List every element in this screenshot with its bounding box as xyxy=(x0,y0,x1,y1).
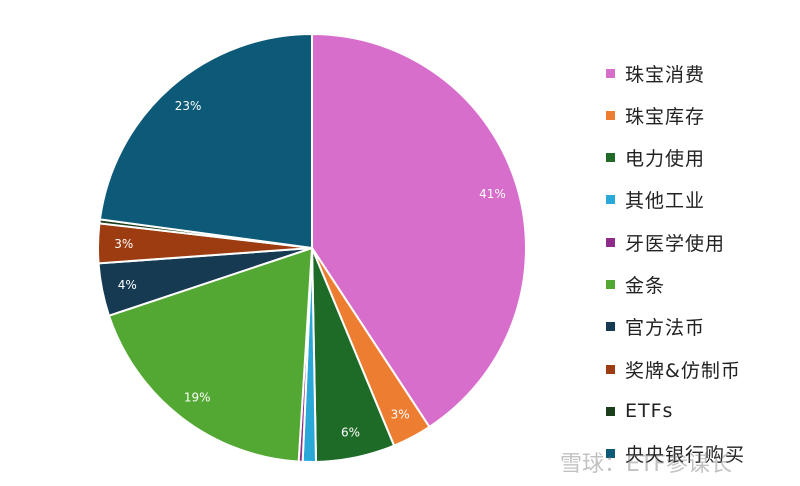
legend-item: 其他工业 xyxy=(606,185,705,215)
legend-item: 珠宝消费 xyxy=(606,58,705,88)
pie-label-6: 4% xyxy=(118,278,137,292)
pie-slice-5 xyxy=(107,246,314,463)
legend-item: 电力使用 xyxy=(606,143,705,173)
legend-swatch xyxy=(606,364,615,374)
legend-label: 奖牌&仿制币 xyxy=(625,359,741,382)
legend-label: 央央银行购买 xyxy=(625,444,746,467)
pie-label-1: 3% xyxy=(391,407,410,421)
pie-label-7: 3% xyxy=(114,237,133,251)
pie-label-2: 6% xyxy=(341,425,360,439)
legend-swatch xyxy=(606,449,615,459)
pie-label-0: 41% xyxy=(479,187,506,201)
pie-label-5: 19% xyxy=(184,390,211,404)
legend-item: 央央银行购买 xyxy=(606,439,745,469)
legend-label: 其他工业 xyxy=(625,190,706,213)
legend-label: 牙医学使用 xyxy=(625,232,726,255)
legend-swatch xyxy=(606,280,615,289)
legend-swatch xyxy=(606,153,615,163)
legend-item: 珠宝库存 xyxy=(606,100,705,130)
legend-label: 官方法币 xyxy=(625,317,706,340)
legend-swatch xyxy=(606,195,615,205)
legend-swatch xyxy=(606,406,615,416)
legend-swatch xyxy=(606,68,615,78)
legend-item: 奖牌&仿制币 xyxy=(606,354,741,384)
pie-slice-9 xyxy=(98,32,313,250)
watermark: 雪球：ETF参谋长 xyxy=(560,452,732,477)
legend-item: 牙医学使用 xyxy=(606,227,725,257)
legend-label: 珠宝库存 xyxy=(625,105,706,128)
legend-swatch xyxy=(606,237,615,247)
legend-item: 官方法币 xyxy=(606,312,705,342)
legend-item: 金条 xyxy=(606,270,665,300)
legend-swatch xyxy=(606,322,615,332)
legend-label: ETFs xyxy=(625,400,674,423)
pie-label-9: 23% xyxy=(175,99,202,113)
legend-item: ETFs xyxy=(606,396,673,426)
legend-label: 金条 xyxy=(625,275,666,297)
legend-swatch xyxy=(606,110,615,120)
legend-label: 珠宝消费 xyxy=(625,63,706,86)
legend-label: 电力使用 xyxy=(625,148,706,171)
